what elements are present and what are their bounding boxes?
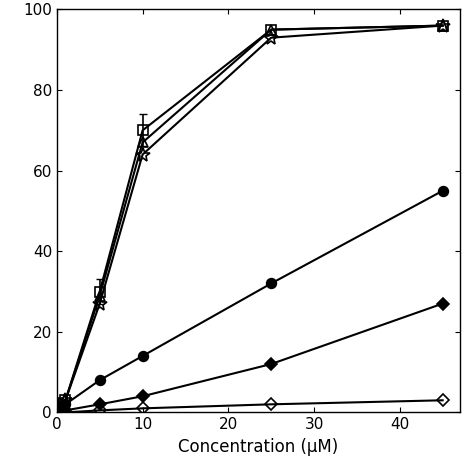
X-axis label: Concentration (μM): Concentration (μM) (178, 438, 338, 456)
